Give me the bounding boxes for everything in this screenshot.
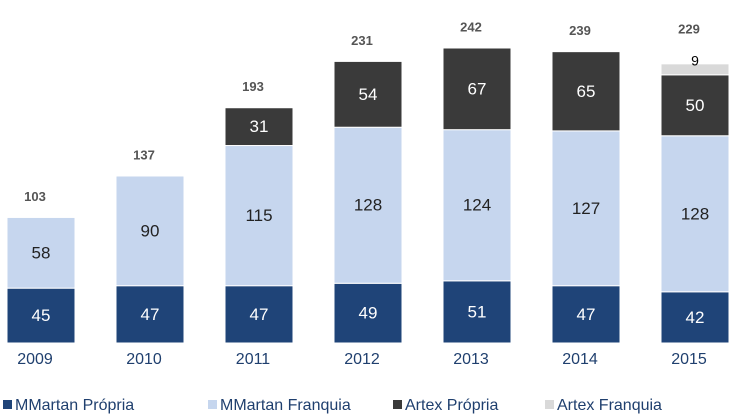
segment-label: 51 (468, 302, 487, 321)
bar-segment (660, 291, 729, 344)
total-label: 137 (133, 147, 155, 162)
legend-label: Artex Própria (405, 397, 498, 414)
legend-label: MMartan Própria (15, 397, 134, 414)
x-tick-label: 2009 (17, 351, 53, 368)
bar-segment (115, 175, 185, 287)
segment-label: 65 (577, 82, 596, 101)
segment-label: 31 (250, 117, 269, 136)
bar-segment (6, 287, 76, 344)
legend-swatch (208, 400, 217, 409)
total-label: 193 (242, 79, 264, 94)
x-tick-label: 2013 (453, 351, 489, 368)
bar-segment (442, 47, 512, 131)
x-tick-label: 2011 (236, 351, 271, 368)
x-tick-label: 2012 (344, 351, 380, 368)
bar-segment (224, 145, 294, 287)
bar-segment (333, 282, 403, 344)
bar-segment (551, 130, 621, 287)
segment-label: 128 (681, 204, 709, 223)
segment-label: 115 (245, 206, 272, 225)
segment-label: 58 (32, 243, 51, 262)
segment-label: 45 (32, 306, 51, 325)
bar-segment (333, 126, 403, 284)
segment-label: 128 (354, 196, 382, 215)
segment-label: 54 (359, 85, 378, 104)
legend-label: MMartan Franquia (220, 397, 351, 414)
segment-label: 49 (359, 304, 378, 323)
legend-label: Artex Franquia (557, 397, 662, 414)
total-label: 239 (569, 23, 591, 38)
bar-segment (442, 129, 512, 282)
segment-label: 127 (572, 199, 600, 218)
bar-segment (224, 285, 294, 344)
segment-label: 42 (686, 308, 705, 327)
segment-label: 9 (691, 53, 699, 69)
segment-label: 47 (141, 305, 160, 324)
bar-segment (660, 63, 729, 76)
bar-segment (224, 107, 294, 147)
segment-label: 124 (463, 196, 491, 215)
legend-swatch (545, 400, 554, 409)
bar-segment (660, 74, 729, 137)
x-tick-label: 2010 (126, 351, 162, 368)
segment-label: 67 (468, 79, 487, 98)
legend-swatch (3, 400, 12, 409)
bar-segment (6, 216, 76, 289)
bar-segment (333, 60, 403, 128)
total-label: 103 (24, 189, 46, 204)
segment-label: 90 (141, 221, 160, 240)
total-label: 229 (678, 21, 700, 36)
total-label: 231 (351, 33, 373, 48)
segment-label: 50 (686, 96, 705, 115)
x-tick-label: 2014 (562, 351, 598, 368)
segment-label: 47 (250, 305, 269, 324)
segment-label: 47 (577, 305, 596, 324)
bar-segment (551, 51, 621, 132)
bar-segment (442, 280, 512, 344)
total-label: 242 (460, 19, 482, 34)
legend-swatch (393, 400, 402, 409)
x-tick-label: 2015 (671, 351, 707, 368)
